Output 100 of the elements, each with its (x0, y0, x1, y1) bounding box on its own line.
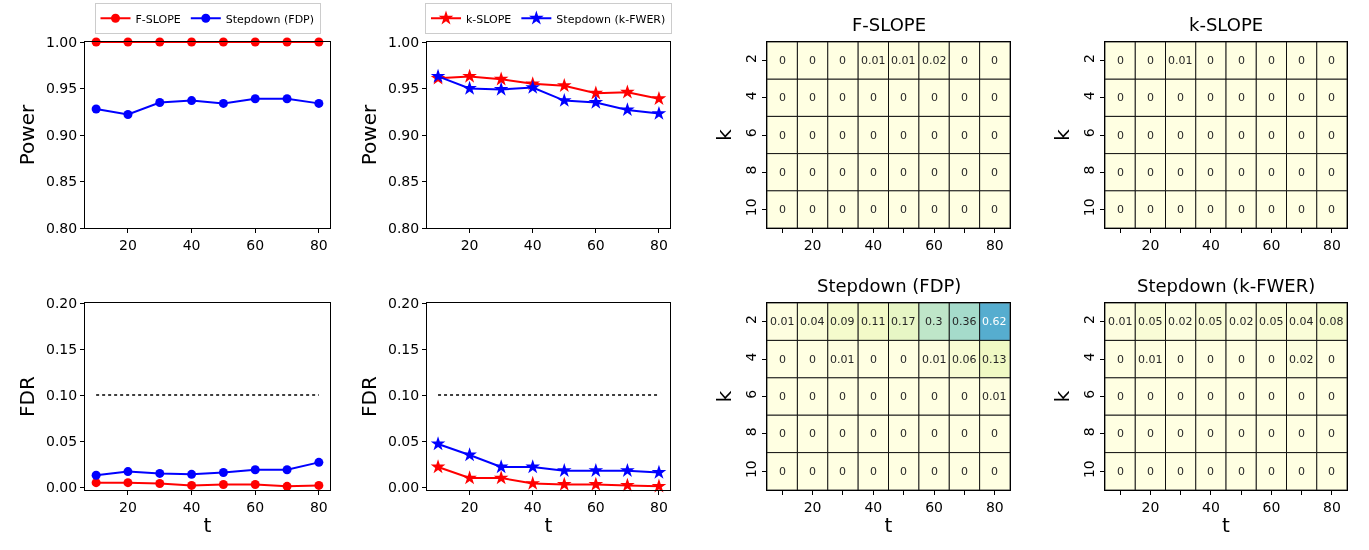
y-axis-title: FDR (14, 376, 39, 417)
data-label: 0.01 (982, 390, 1007, 403)
legend-label: k-SLOPE (466, 12, 512, 26)
y-tick-label: 1.00 (46, 33, 78, 50)
data-label: 0 (1117, 390, 1124, 403)
data-label: 0 (991, 427, 998, 440)
data-label: 0 (991, 129, 998, 142)
data-label: 0 (1238, 465, 1245, 478)
data-label: 0 (900, 91, 907, 104)
data-label: 0.01 (830, 353, 855, 366)
data-label: 0 (1147, 166, 1154, 179)
data-label: 0.01 (922, 353, 947, 366)
data-label: 0 (870, 390, 877, 403)
data-label: 0 (1177, 427, 1184, 440)
y-tick-label: 0.90 (388, 126, 420, 143)
data-label: 0 (991, 203, 998, 216)
x-tick-label: 20 (460, 498, 479, 515)
y-tick-label: 10 (743, 460, 760, 479)
y-tick-label: 10 (1081, 198, 1098, 217)
data-label: 0 (1147, 427, 1154, 440)
data-label: 0 (1207, 91, 1214, 104)
x-tick-label: 80 (985, 498, 1004, 515)
y-tick-label: 8 (743, 165, 760, 175)
data-label: 0.09 (830, 315, 855, 328)
data-label: 0 (1328, 54, 1335, 67)
data-label: 0 (961, 54, 968, 67)
x-tick-label: 20 (803, 498, 822, 515)
data-label: 0.01 (1138, 353, 1163, 366)
y-axis-title: Power (14, 103, 39, 166)
data-label: 0 (1147, 390, 1154, 403)
data-label: 0.02 (1289, 353, 1314, 366)
data-label: 0.04 (1289, 315, 1314, 328)
data-label: 0 (1117, 91, 1124, 104)
x-tick-label: 20 (1141, 236, 1160, 253)
data-label: 0 (809, 54, 816, 67)
chart-title: Stepdown (k-FWER) (1137, 275, 1316, 296)
data-label: 0 (900, 353, 907, 366)
y-axis-title: k (711, 390, 736, 403)
y-tick-label: 10 (743, 198, 760, 217)
x-tick-label: 40 (864, 498, 883, 515)
data-label: 0 (779, 465, 786, 478)
y-tick-label: 2 (1081, 54, 1098, 63)
x-tick-label: 60 (925, 236, 943, 253)
data-label: 0 (1298, 427, 1305, 440)
data-label: 0 (1207, 166, 1214, 179)
y-tick-label: 0.10 (388, 387, 420, 404)
data-label: 0.05 (1198, 315, 1223, 328)
legend-label: Stepdown (k-FWER) (556, 12, 666, 26)
data-label: 0 (809, 465, 816, 478)
y-tick-label: 0.95 (46, 80, 78, 97)
data-label: 0 (1117, 129, 1124, 142)
y-tick-label: 0.05 (46, 433, 78, 450)
data-label: 0 (870, 353, 877, 366)
data-label: 0 (961, 203, 968, 216)
data-label: 0 (870, 166, 877, 179)
y-tick-label: 4 (1081, 352, 1098, 362)
x-tick-label: 80 (1322, 498, 1341, 515)
data-label: 0.02 (1229, 315, 1254, 328)
data-label: 0 (900, 390, 907, 403)
data-label: 0 (839, 465, 846, 478)
data-label: 0 (900, 203, 907, 216)
data-label: 0 (1328, 427, 1335, 440)
data-label: 0 (900, 166, 907, 179)
x-tick-label: 40 (864, 236, 883, 253)
data-label: 0 (870, 427, 877, 440)
x-tick-label: 60 (246, 236, 265, 253)
y-tick-label: 0.15 (46, 340, 78, 357)
data-label: 0 (1268, 203, 1275, 216)
data-label: 0 (991, 166, 998, 179)
data-label: 0 (1117, 203, 1124, 216)
data-label: 0 (1268, 91, 1275, 104)
data-label: 0.01 (891, 54, 916, 67)
y-tick-label: 0.85 (388, 173, 420, 190)
data-label: 0 (900, 465, 907, 478)
x-tick-label: 20 (460, 236, 479, 253)
data-label: 0 (839, 427, 846, 440)
data-label: 0 (961, 129, 968, 142)
data-label: 0 (931, 129, 938, 142)
data-label: 0 (961, 390, 968, 403)
data-label: 0 (779, 427, 786, 440)
data-label: 0 (1147, 465, 1154, 478)
data-label: 0 (809, 427, 816, 440)
data-label: 0.01 (1168, 54, 1193, 67)
x-tick-label: 60 (925, 498, 943, 515)
data-label: 0 (1177, 465, 1184, 478)
data-label: 0.17 (891, 315, 916, 328)
y-axis-title: k (711, 128, 736, 141)
data-label: 0 (900, 427, 907, 440)
data-label: 0 (931, 427, 938, 440)
x-tick-label: 60 (1262, 498, 1281, 515)
x-tick-label: 80 (309, 236, 328, 253)
data-label: 0 (779, 203, 786, 216)
data-label: 0 (991, 465, 998, 478)
data-label: 0.36 (952, 315, 977, 328)
y-axis-title: k (1049, 128, 1074, 141)
data-label: 0 (1328, 91, 1335, 104)
x-tick-label: 40 (182, 498, 201, 515)
x-tick-label: 40 (523, 498, 542, 515)
data-label: 0 (839, 203, 846, 216)
data-label: 0 (1238, 91, 1245, 104)
